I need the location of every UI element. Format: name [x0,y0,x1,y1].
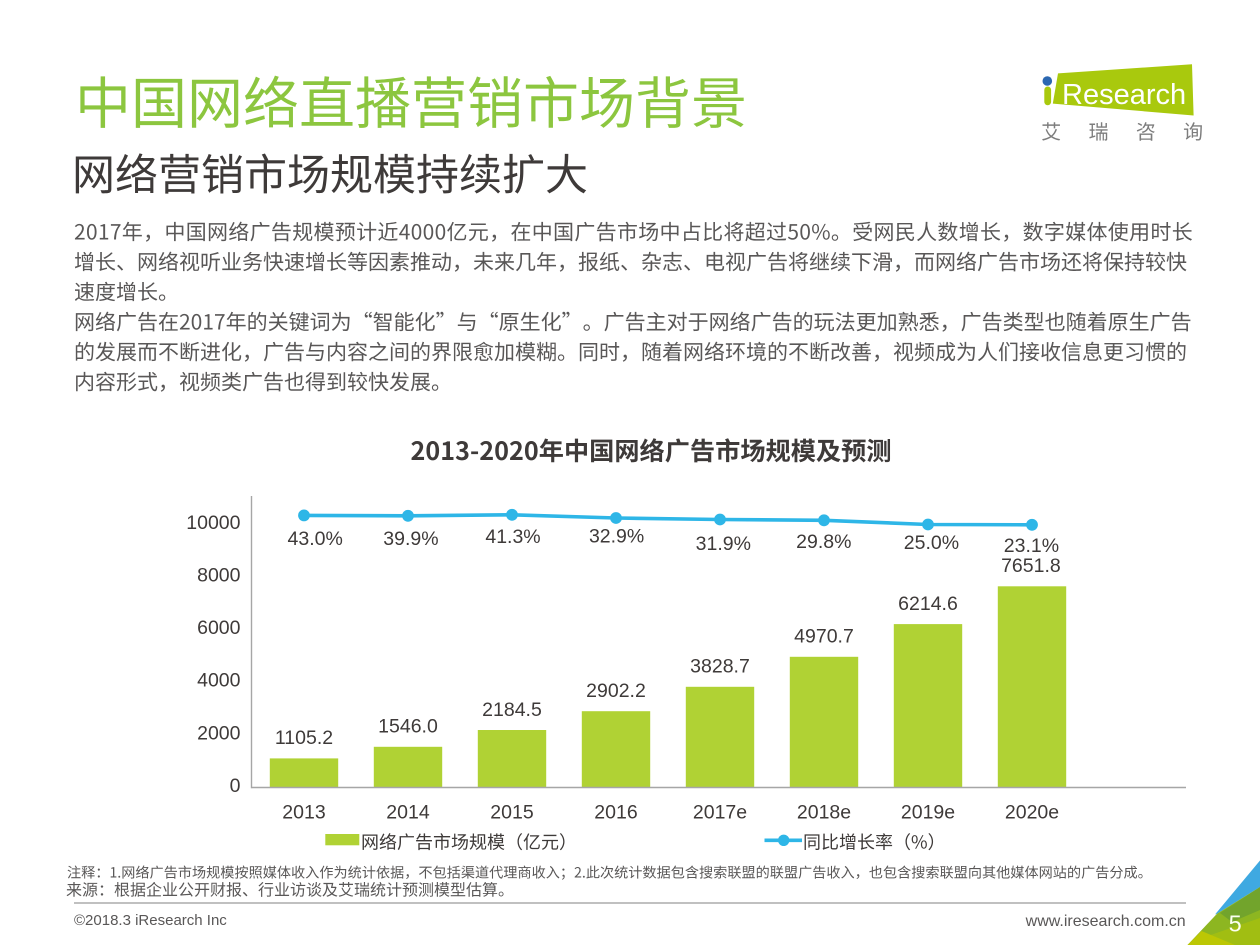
svg-text:2000: 2000 [197,722,241,744]
svg-text:2020e: 2020e [1005,802,1059,824]
svg-text:0: 0 [230,775,241,797]
svg-text:41.3%: 41.3% [485,526,540,548]
svg-text:8000: 8000 [197,565,241,587]
svg-text:1546.0: 1546.0 [378,716,438,738]
svg-text:4970.7: 4970.7 [794,626,854,648]
svg-text:2017e: 2017e [693,802,747,824]
svg-text:6000: 6000 [197,617,241,639]
svg-text:5: 5 [1229,911,1242,937]
svg-text:32.9%: 32.9% [589,526,644,548]
svg-text:4000: 4000 [197,670,241,692]
svg-text:29.8%: 29.8% [796,531,851,553]
svg-text:43.0%: 43.0% [288,528,343,550]
svg-text:10000: 10000 [186,512,240,534]
svg-text:39.9%: 39.9% [383,528,438,550]
svg-text:2019e: 2019e [901,802,955,824]
svg-text:2014: 2014 [386,802,430,824]
svg-text:©2018.3 iResearch Inc: ©2018.3 iResearch Inc [74,912,227,929]
svg-text:1105.2: 1105.2 [275,727,333,749]
svg-text:2184.5: 2184.5 [482,699,542,721]
svg-text:2015: 2015 [490,802,534,824]
svg-text:www.iresearch.com.cn: www.iresearch.com.cn [1025,913,1186,930]
svg-text:31.9%: 31.9% [696,533,751,555]
svg-text:2902.2: 2902.2 [586,680,646,702]
svg-text:6214.6: 6214.6 [898,593,958,615]
svg-text:2013: 2013 [282,802,325,824]
svg-text:Research: Research [1062,79,1186,111]
svg-text:25.0%: 25.0% [904,532,959,554]
svg-text:23.1%: 23.1% [1004,535,1059,557]
svg-text:2016: 2016 [594,802,637,824]
svg-text:3828.7: 3828.7 [690,656,750,678]
svg-text:2018e: 2018e [797,802,851,824]
svg-text:7651.8: 7651.8 [1001,555,1061,577]
